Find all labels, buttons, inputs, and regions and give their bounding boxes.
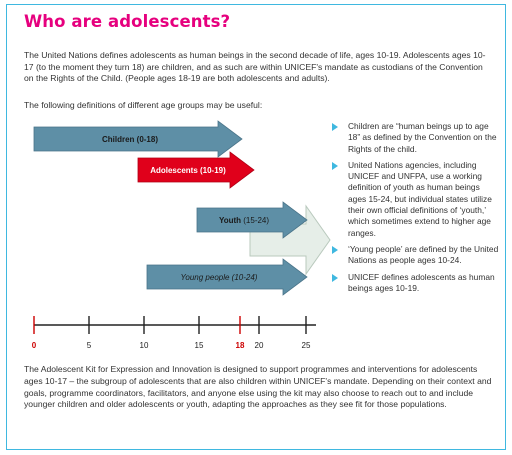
triangle-bullet-icon: [332, 273, 338, 282]
list-item: UNICEF defines adolescents as human bein…: [330, 272, 500, 295]
list-item: ‘Young people’ are defined by the United…: [330, 244, 500, 267]
age-group-arrow: Youth (15-24): [196, 201, 308, 239]
definitions-lead: The following definitions of different a…: [24, 100, 263, 110]
list-item: United Nations agencies, including UNICE…: [330, 160, 500, 239]
bullet-text: UNICEF defines adolescents as human bein…: [348, 271, 495, 293]
bullet-text: United Nations agencies, including UNICE…: [348, 159, 492, 238]
arrow-shape: [33, 120, 243, 158]
axis-tick-label: 5: [87, 341, 92, 350]
arrow-label: Young people (10-24): [181, 273, 258, 282]
axis-tick-label: 10: [140, 341, 149, 350]
age-group-arrow: Children (0-18): [33, 120, 243, 158]
arrow-label: Youth (15-24): [219, 216, 269, 225]
age-axis: 0 5 10 15 18 20 25: [32, 316, 316, 350]
footer-paragraph: The Adolescent Kit for Expression and In…: [24, 364, 492, 410]
axis-tick-label: 18: [236, 341, 245, 350]
triangle-bullet-icon: [332, 245, 338, 254]
arrow-shape: [146, 258, 308, 296]
bullet-text: Children are “human beings up to age 18”…: [348, 121, 497, 154]
age-group-arrow: Young people (10-24): [146, 258, 308, 296]
axis-tick-label: 25: [302, 341, 311, 350]
triangle-bullet-icon: [332, 123, 338, 131]
list-item: Children are “human beings up to age 18”…: [330, 121, 500, 155]
axis-tick-label: 0: [32, 341, 37, 350]
page-title: Who are adolescents?: [24, 12, 231, 31]
triangle-bullet-icon: [332, 161, 338, 170]
intro-paragraph: The United Nations defines adolescents a…: [24, 50, 486, 84]
definitions-list: Children are “human beings up to age 18”…: [330, 121, 500, 299]
arrow-shape: [137, 151, 255, 189]
bullet-text: ‘Young people’ are defined by the United…: [348, 243, 499, 266]
axis-tick-label: 15: [195, 341, 204, 350]
arrow-label: Children (0-18): [102, 135, 158, 144]
arrow-shape: [196, 201, 308, 239]
age-group-arrow: Adolescents (10-19): [137, 151, 255, 189]
axis-tick-label: 20: [255, 341, 264, 350]
arrow-label: Adolescents (10-19): [150, 166, 226, 175]
